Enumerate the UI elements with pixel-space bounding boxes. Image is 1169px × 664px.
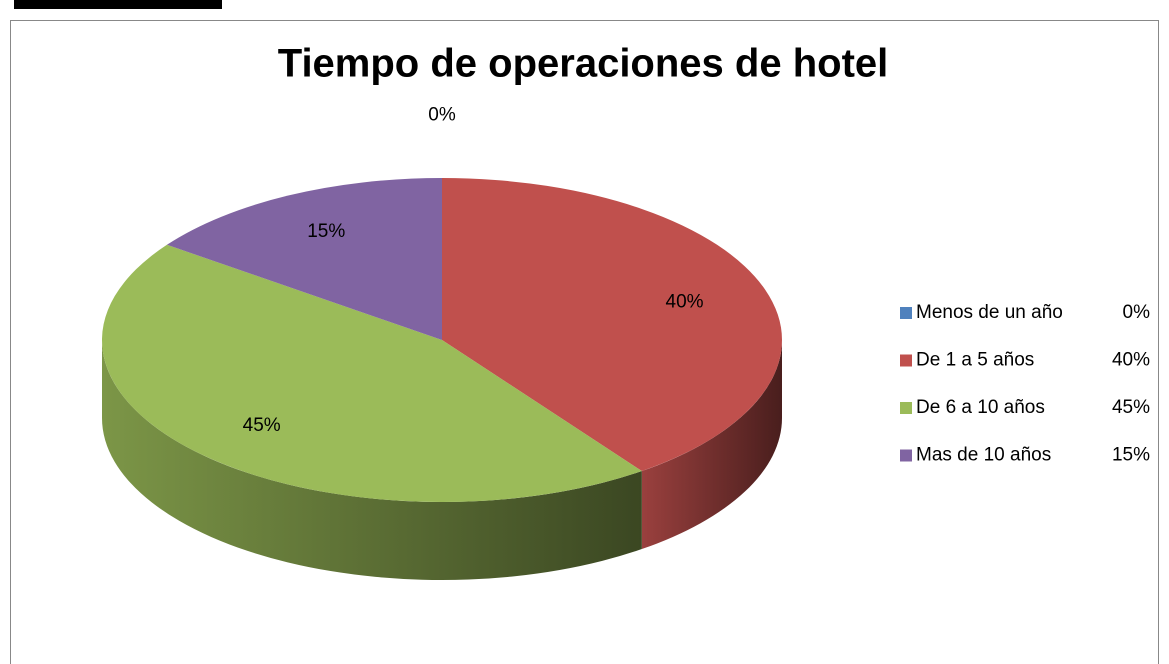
header-fragment bbox=[14, 0, 222, 9]
chart-title: Tiempo de operaciones de hotel bbox=[278, 42, 889, 86]
slice bbox=[166, 178, 443, 340]
legend-value: 40% bbox=[1112, 350, 1150, 371]
legend-swatch bbox=[900, 449, 912, 462]
legend-value: 15% bbox=[1112, 445, 1150, 466]
legend-label: Mas de 10 años bbox=[916, 445, 1051, 466]
legend-label: De 6 a 10 años bbox=[916, 397, 1045, 418]
legend-value: 45% bbox=[1112, 397, 1150, 418]
data-label: 40% bbox=[666, 291, 704, 312]
legend-label: De 1 a 5 años bbox=[916, 350, 1034, 371]
legend-swatch bbox=[900, 307, 912, 319]
slice bbox=[101, 244, 642, 502]
data-label: 0% bbox=[428, 105, 456, 126]
legend-value: 0% bbox=[1123, 302, 1151, 323]
legend-label: Menos de un año bbox=[916, 302, 1063, 323]
slice-side bbox=[641, 340, 782, 550]
legend-swatch bbox=[900, 402, 912, 414]
legend-swatch bbox=[900, 354, 912, 367]
data-label: 15% bbox=[307, 221, 345, 242]
slice-side bbox=[102, 340, 642, 580]
slice bbox=[442, 178, 783, 472]
data-label: 45% bbox=[243, 415, 281, 436]
